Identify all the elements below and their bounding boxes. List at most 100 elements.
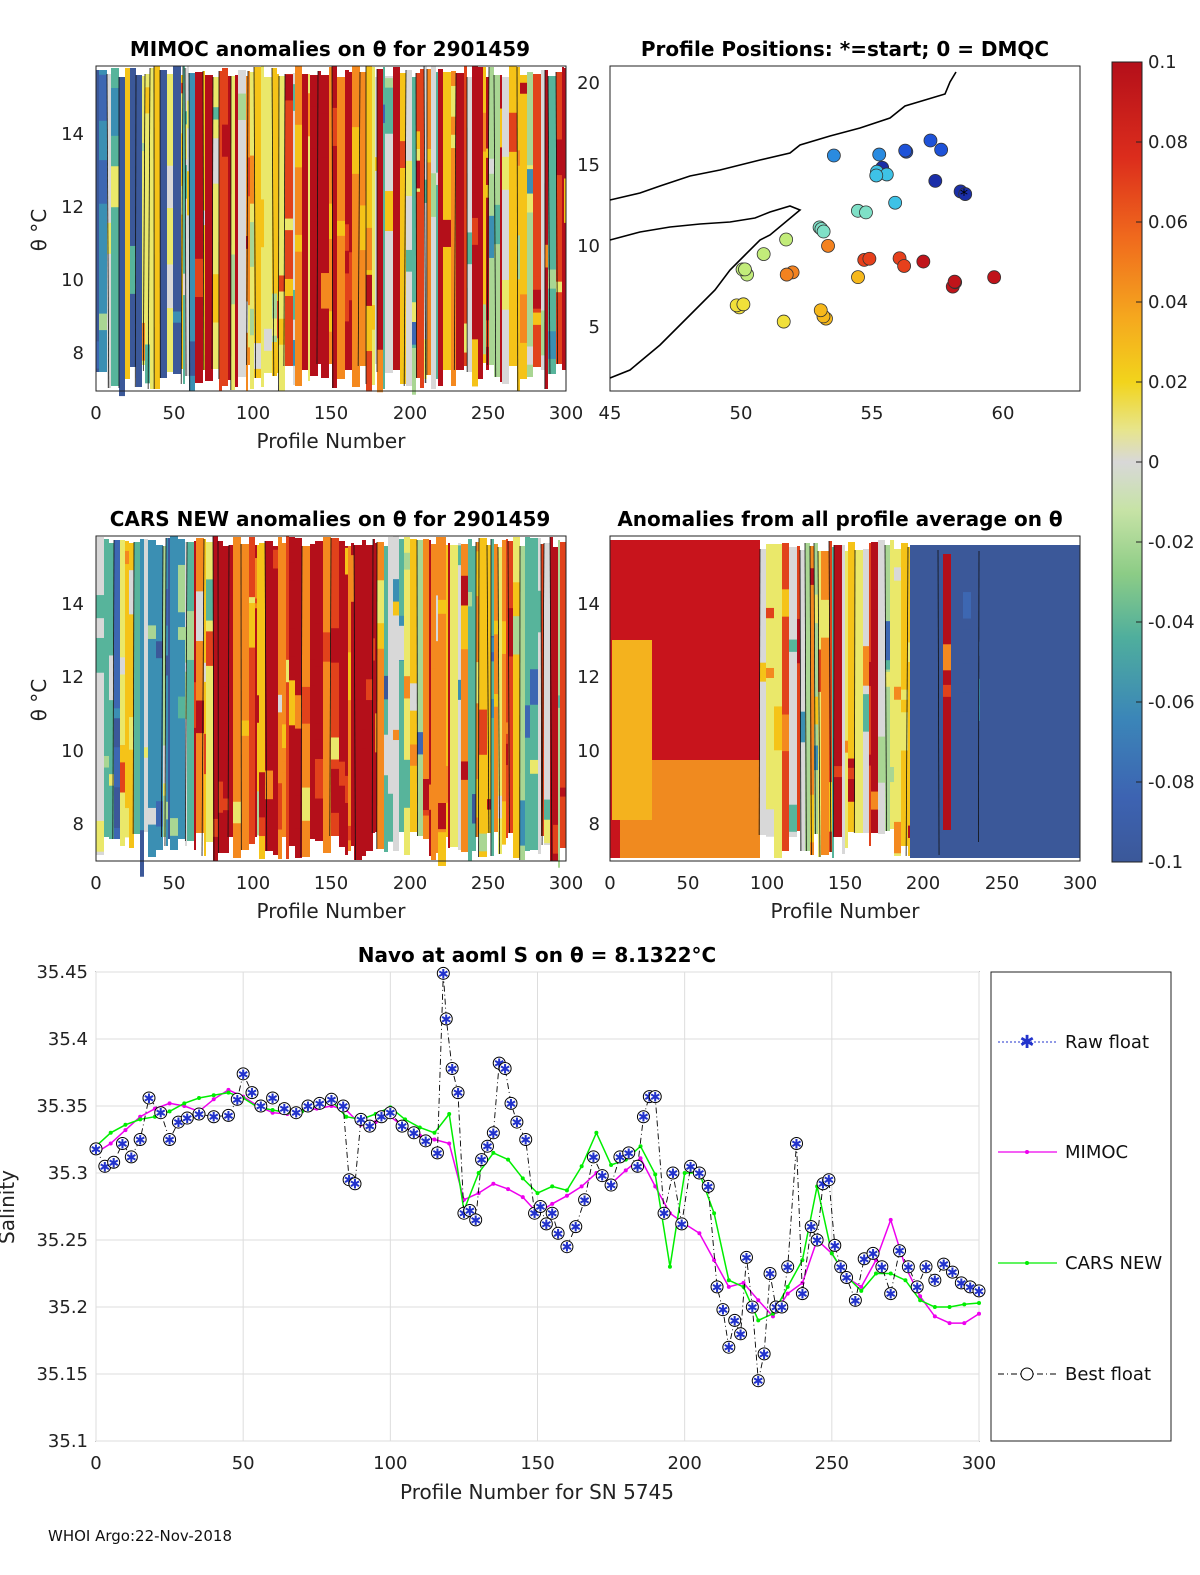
anomaly-patch: [436, 595, 438, 642]
contour-line: [253, 66, 256, 379]
contour-line: [147, 67, 151, 390]
contour-line: [507, 540, 510, 834]
raw-float-point: ✱: [894, 1245, 905, 1260]
anomaly-patch: [548, 269, 556, 289]
anomaly-patch: [170, 818, 178, 836]
anomaly-patch: [329, 203, 332, 239]
anomaly-stripe: [472, 546, 476, 851]
anomaly-patch: [250, 222, 254, 267]
mimoc-point: [785, 1291, 790, 1296]
allavg-stripes-mid: [758, 540, 910, 858]
anomaly-stripe: [185, 68, 187, 376]
profile-position-marker: [947, 274, 962, 289]
anomaly-stripe: [104, 539, 109, 837]
anomaly-patch: [187, 171, 189, 216]
anomaly-patch: [203, 133, 205, 170]
positions-xtick: 45: [599, 403, 622, 424]
best-float-point: [701, 1179, 715, 1193]
anomaly-patch: [302, 686, 310, 724]
raw-float-point: ✱: [302, 1100, 313, 1115]
raw-float-point: ✱: [685, 1160, 696, 1175]
anomaly-patch: [938, 788, 943, 833]
anomaly-stripe: [388, 537, 393, 841]
cars-new-point: [785, 1284, 790, 1289]
raw-float-point: ✱: [938, 1258, 949, 1273]
cars-new-point: [609, 1162, 614, 1167]
anomaly-stripe: [206, 542, 213, 842]
anomaly-patch: [766, 607, 774, 619]
anomaly-patch: [760, 662, 766, 682]
mimoc-xtick: 150: [314, 403, 348, 424]
anomaly-patch: [264, 328, 272, 351]
anomaly-patch: [517, 284, 520, 306]
best-float-point: [348, 1177, 362, 1191]
anomaly-patch: [278, 694, 282, 713]
anomaly-stripe: [189, 73, 195, 391]
anomaly-stripe: [424, 66, 427, 383]
anomaly-patch: [789, 804, 797, 832]
anomaly-stripe: [509, 66, 517, 366]
anomaly-patch: [362, 729, 366, 749]
anomaly-patch: [500, 283, 502, 322]
mimoc-point: [123, 1128, 128, 1133]
raw-float-point: ✱: [921, 1261, 932, 1276]
anomaly-stripe: [213, 77, 219, 369]
best-float-point: [795, 1287, 809, 1301]
anomaly-stripe: [487, 545, 491, 833]
anomaly-patch: [810, 794, 814, 843]
raw-float-point: ✱: [765, 1268, 776, 1283]
anomaly-patch: [383, 104, 385, 124]
cars-new-point: [123, 1122, 128, 1127]
anomaly-patch: [438, 832, 446, 866]
anomaly-patch: [963, 692, 971, 712]
anomaly-stripe: [399, 539, 404, 832]
anomaly-patch: [520, 294, 527, 343]
anomaly-stripe: [429, 540, 431, 856]
anomaly-patch: [315, 759, 323, 799]
best-float-point: [451, 1086, 465, 1100]
anomaly-stripe: [163, 546, 166, 837]
start-star-icon: *: [960, 185, 968, 204]
anomaly-patch: [384, 675, 388, 700]
contour-line: [415, 72, 418, 379]
raw-float-point: ✱: [606, 1179, 617, 1194]
anomaly-patch: [231, 256, 235, 293]
anomaly-patch: [375, 157, 377, 173]
contour-line: [403, 69, 407, 387]
anomaly-patch: [498, 795, 502, 819]
colorbar-tick-label: 0.1: [1148, 52, 1177, 73]
raw-float-point: ✱: [173, 1116, 184, 1131]
best-float-point: [722, 1340, 736, 1354]
positions-ytick: 15: [577, 155, 600, 176]
anomaly-patch: [818, 649, 821, 692]
raw-float-point: ✱: [597, 1170, 608, 1185]
cars-new-point: [197, 1095, 202, 1100]
anomaly-stripe: [821, 551, 829, 855]
contour-line: [132, 541, 135, 835]
anomaly-patch: [321, 113, 329, 158]
best-float-point: [154, 1106, 168, 1120]
anomaly-stripe: [213, 536, 218, 861]
anomaly-stripe: [502, 77, 509, 384]
mimoc-point: [623, 1168, 628, 1173]
contour-line: [371, 538, 374, 834]
anomaly-stripe: [168, 538, 170, 839]
cars-xtick: 50: [163, 873, 186, 894]
anomaly-patch: [502, 621, 506, 654]
anomaly-patch: [282, 724, 286, 749]
anomaly-stripe: [545, 70, 548, 389]
x-tick-label: 150: [520, 1453, 554, 1474]
anomaly-patch: [461, 761, 468, 780]
anomaly-patch: [766, 667, 774, 678]
anomaly-stripe: [148, 540, 156, 857]
anomaly-patch: [797, 618, 800, 664]
anomaly-patch: [166, 655, 168, 676]
mimoc-point: [962, 1321, 967, 1326]
best-float-point: [383, 1106, 397, 1120]
cars-new-point: [270, 1108, 275, 1113]
contour-line: [937, 549, 940, 856]
cars-new-point: [712, 1211, 717, 1216]
cars-new-point: [873, 1271, 878, 1276]
anomaly-stripe: [129, 543, 134, 848]
best-float-point: [115, 1137, 129, 1151]
